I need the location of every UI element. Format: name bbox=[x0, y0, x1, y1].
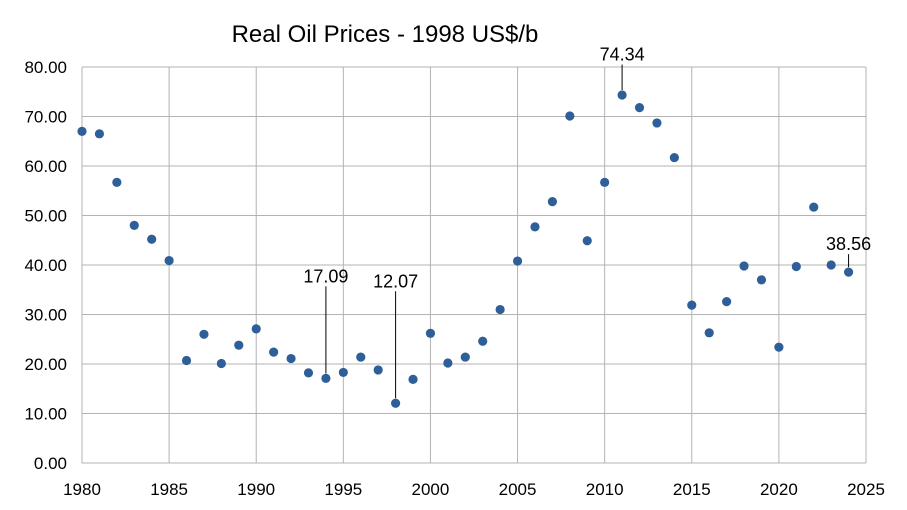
data-point bbox=[722, 297, 732, 307]
data-point bbox=[391, 398, 401, 408]
data-point bbox=[704, 328, 714, 338]
data-point bbox=[77, 126, 87, 136]
data-point bbox=[460, 352, 470, 362]
x-tick-label: 2005 bbox=[499, 480, 537, 499]
y-tick-label: 60.00 bbox=[24, 157, 67, 176]
data-point bbox=[617, 90, 627, 100]
data-point bbox=[652, 118, 662, 128]
data-point bbox=[791, 261, 801, 272]
data-point bbox=[373, 365, 383, 375]
x-tick-label: 1980 bbox=[63, 480, 101, 499]
data-point bbox=[756, 275, 767, 285]
x-tick-label: 1995 bbox=[324, 480, 362, 499]
y-tick-label: 70.00 bbox=[24, 108, 67, 127]
data-annotations: 17.09 12.07 74.34 38.56 bbox=[303, 45, 871, 399]
data-point bbox=[530, 222, 540, 232]
data-point bbox=[478, 336, 488, 346]
x-axis-tick-labels: 1980 1985 1990 1995 2000 2005 2010 2015 2020 2025 bbox=[63, 480, 885, 499]
annotation-label: 17.09 bbox=[303, 266, 348, 286]
x-tick-label: 2000 bbox=[412, 480, 450, 499]
data-point bbox=[565, 111, 575, 121]
annotation-label: 38.56 bbox=[826, 234, 871, 254]
data-point bbox=[495, 304, 505, 315]
grid-lines bbox=[81, 66, 867, 464]
y-tick-label: 30.00 bbox=[24, 306, 67, 325]
x-tick-label: 2025 bbox=[847, 480, 885, 499]
y-tick-label: 80.00 bbox=[24, 58, 67, 77]
data-point bbox=[826, 260, 836, 270]
y-tick-label: 20.00 bbox=[24, 355, 67, 374]
data-point bbox=[687, 300, 697, 310]
y-tick-label: 40.00 bbox=[24, 256, 67, 275]
y-tick-label: 50.00 bbox=[24, 207, 67, 226]
data-point bbox=[164, 255, 174, 266]
x-tick-label: 1990 bbox=[237, 480, 275, 499]
data-point bbox=[774, 342, 784, 352]
y-tick-label: 0.00 bbox=[34, 454, 67, 473]
data-point bbox=[112, 177, 122, 187]
data-point bbox=[321, 373, 331, 384]
annotation-label: 74.34 bbox=[600, 45, 645, 65]
data-point bbox=[234, 340, 244, 350]
data-point bbox=[269, 347, 279, 357]
data-point bbox=[251, 324, 261, 334]
data-point bbox=[129, 220, 139, 230]
data-points bbox=[77, 90, 854, 408]
data-point bbox=[286, 353, 296, 364]
x-tick-label: 1985 bbox=[150, 480, 188, 499]
annotation-label: 12.07 bbox=[373, 271, 418, 291]
data-point bbox=[809, 202, 819, 212]
data-point bbox=[181, 355, 192, 366]
data-point bbox=[600, 177, 610, 187]
data-point bbox=[94, 129, 105, 139]
data-point bbox=[425, 328, 436, 338]
data-point bbox=[356, 352, 366, 362]
data-point bbox=[216, 358, 226, 369]
y-tick-label: 10.00 bbox=[24, 405, 67, 424]
x-tick-label: 2010 bbox=[586, 480, 624, 499]
data-point bbox=[582, 236, 592, 246]
data-point bbox=[547, 197, 558, 207]
data-point bbox=[338, 367, 348, 378]
data-point bbox=[739, 261, 749, 271]
data-point bbox=[843, 267, 854, 277]
x-tick-label: 2015 bbox=[673, 480, 711, 499]
data-point bbox=[669, 152, 679, 163]
data-point bbox=[634, 102, 645, 113]
data-point bbox=[443, 358, 453, 368]
data-point bbox=[512, 256, 523, 266]
data-point bbox=[199, 329, 209, 339]
chart-title: Real Oil Prices - 1998 US$/b bbox=[232, 21, 539, 48]
data-point bbox=[147, 234, 157, 244]
data-point bbox=[303, 368, 314, 378]
y-axis-tick-labels: 0.00 10.00 20.00 30.00 40.00 50.00 60.00 70.00 8… bbox=[24, 58, 67, 473]
data-point bbox=[408, 374, 418, 384]
x-tick-label: 2020 bbox=[760, 480, 798, 499]
